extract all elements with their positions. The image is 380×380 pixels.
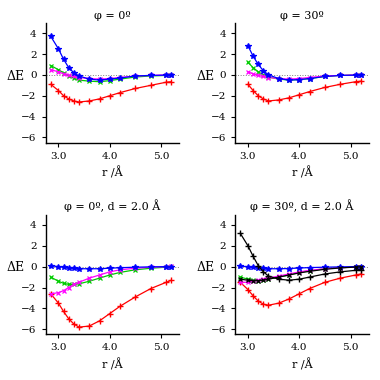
X-axis label: r /Å: r /Å bbox=[291, 358, 312, 370]
X-axis label: r /Å: r /Å bbox=[102, 166, 123, 179]
Title: φ = 30º: φ = 30º bbox=[280, 11, 324, 21]
Y-axis label: ΔE: ΔE bbox=[6, 70, 25, 83]
X-axis label: r /Å: r /Å bbox=[291, 166, 312, 179]
Y-axis label: ΔE: ΔE bbox=[6, 261, 25, 274]
Y-axis label: ΔE: ΔE bbox=[196, 261, 214, 274]
Title: φ = 30º, d = 2.0 Å: φ = 30º, d = 2.0 Å bbox=[250, 200, 353, 212]
Title: φ = 0º, d = 2.0 Å: φ = 0º, d = 2.0 Å bbox=[64, 200, 160, 212]
Title: φ = 0º: φ = 0º bbox=[94, 11, 131, 21]
Y-axis label: ΔE: ΔE bbox=[196, 70, 214, 83]
X-axis label: r /Å: r /Å bbox=[102, 358, 123, 370]
